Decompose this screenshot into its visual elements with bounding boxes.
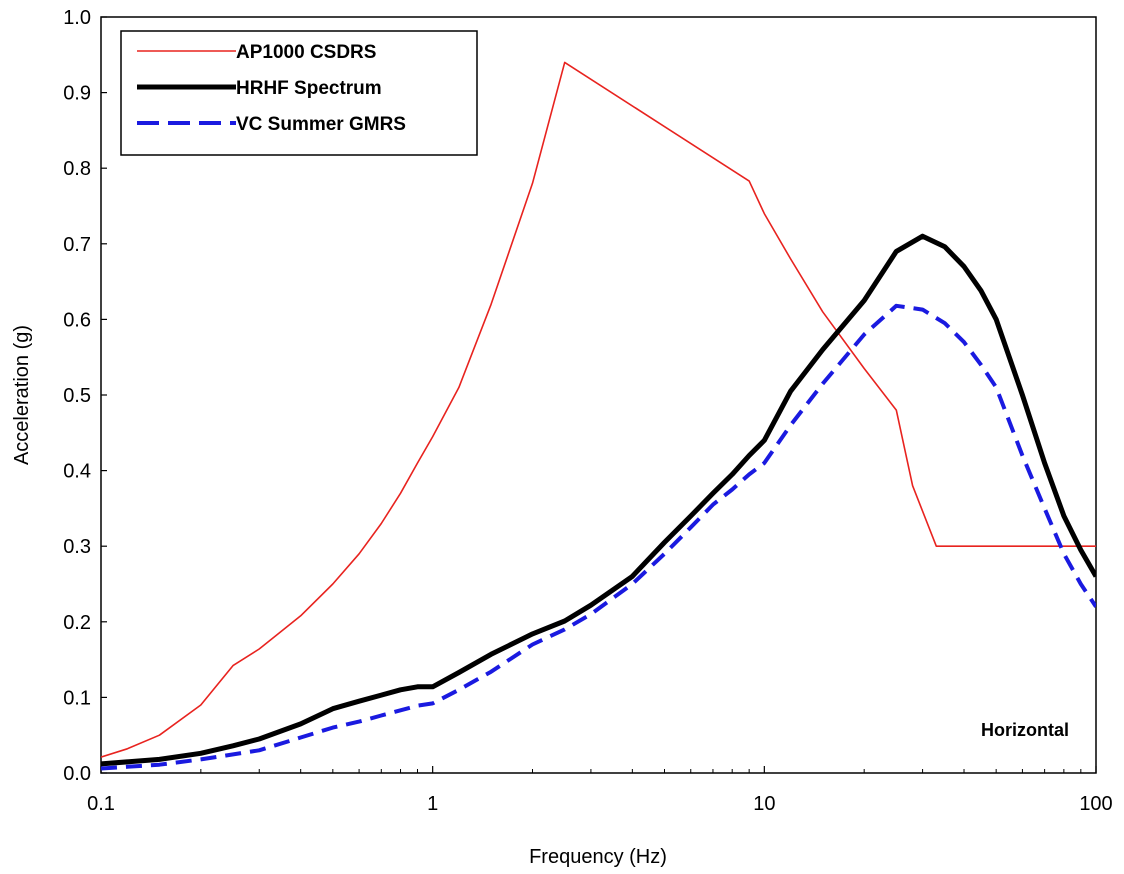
y-tick-label: 1.0 (63, 7, 91, 29)
y-tick-label: 0.1 (63, 687, 91, 709)
legend-label-0: AP1000 CSDRS (236, 42, 376, 63)
y-tick-label: 0.9 (63, 83, 91, 105)
x-tick-label: 1 (427, 793, 438, 815)
series-line-2 (101, 303, 1096, 771)
x-axis-title: Frequency (Hz) (529, 846, 667, 868)
y-axis-title: Acceleration (g) (11, 325, 33, 465)
x-tick-label: 10 (753, 793, 775, 815)
legend-label-1: HRHF Spectrum (236, 78, 382, 99)
series-line-1 (101, 233, 1096, 767)
x-tick-label: 0.1 (87, 793, 115, 815)
x-tick-label: 100 (1079, 793, 1112, 815)
plot-area: 0.0 0.1 0.2 0.3 0.4 0.5 0.6 0.7 0.8 0.9 1.0 0.1 1 10 1… (63, 7, 1113, 815)
y-tick-label: 0.7 (63, 234, 91, 256)
series-line-0 (101, 61, 1096, 758)
y-tick-label: 0.6 (63, 309, 91, 331)
y-tick-label: 0.4 (63, 461, 91, 483)
y-tick-label: 0.0 (63, 763, 91, 785)
annotation-horizontal: Horizontal (981, 720, 1069, 740)
legend-label-2: VC Summer GMRS (236, 114, 406, 135)
y-tick-label: 0.5 (63, 385, 91, 407)
y-tick-label: 0.8 (63, 158, 91, 180)
y-tick-label: 0.3 (63, 536, 91, 558)
y-tick-label: 0.2 (63, 612, 91, 634)
